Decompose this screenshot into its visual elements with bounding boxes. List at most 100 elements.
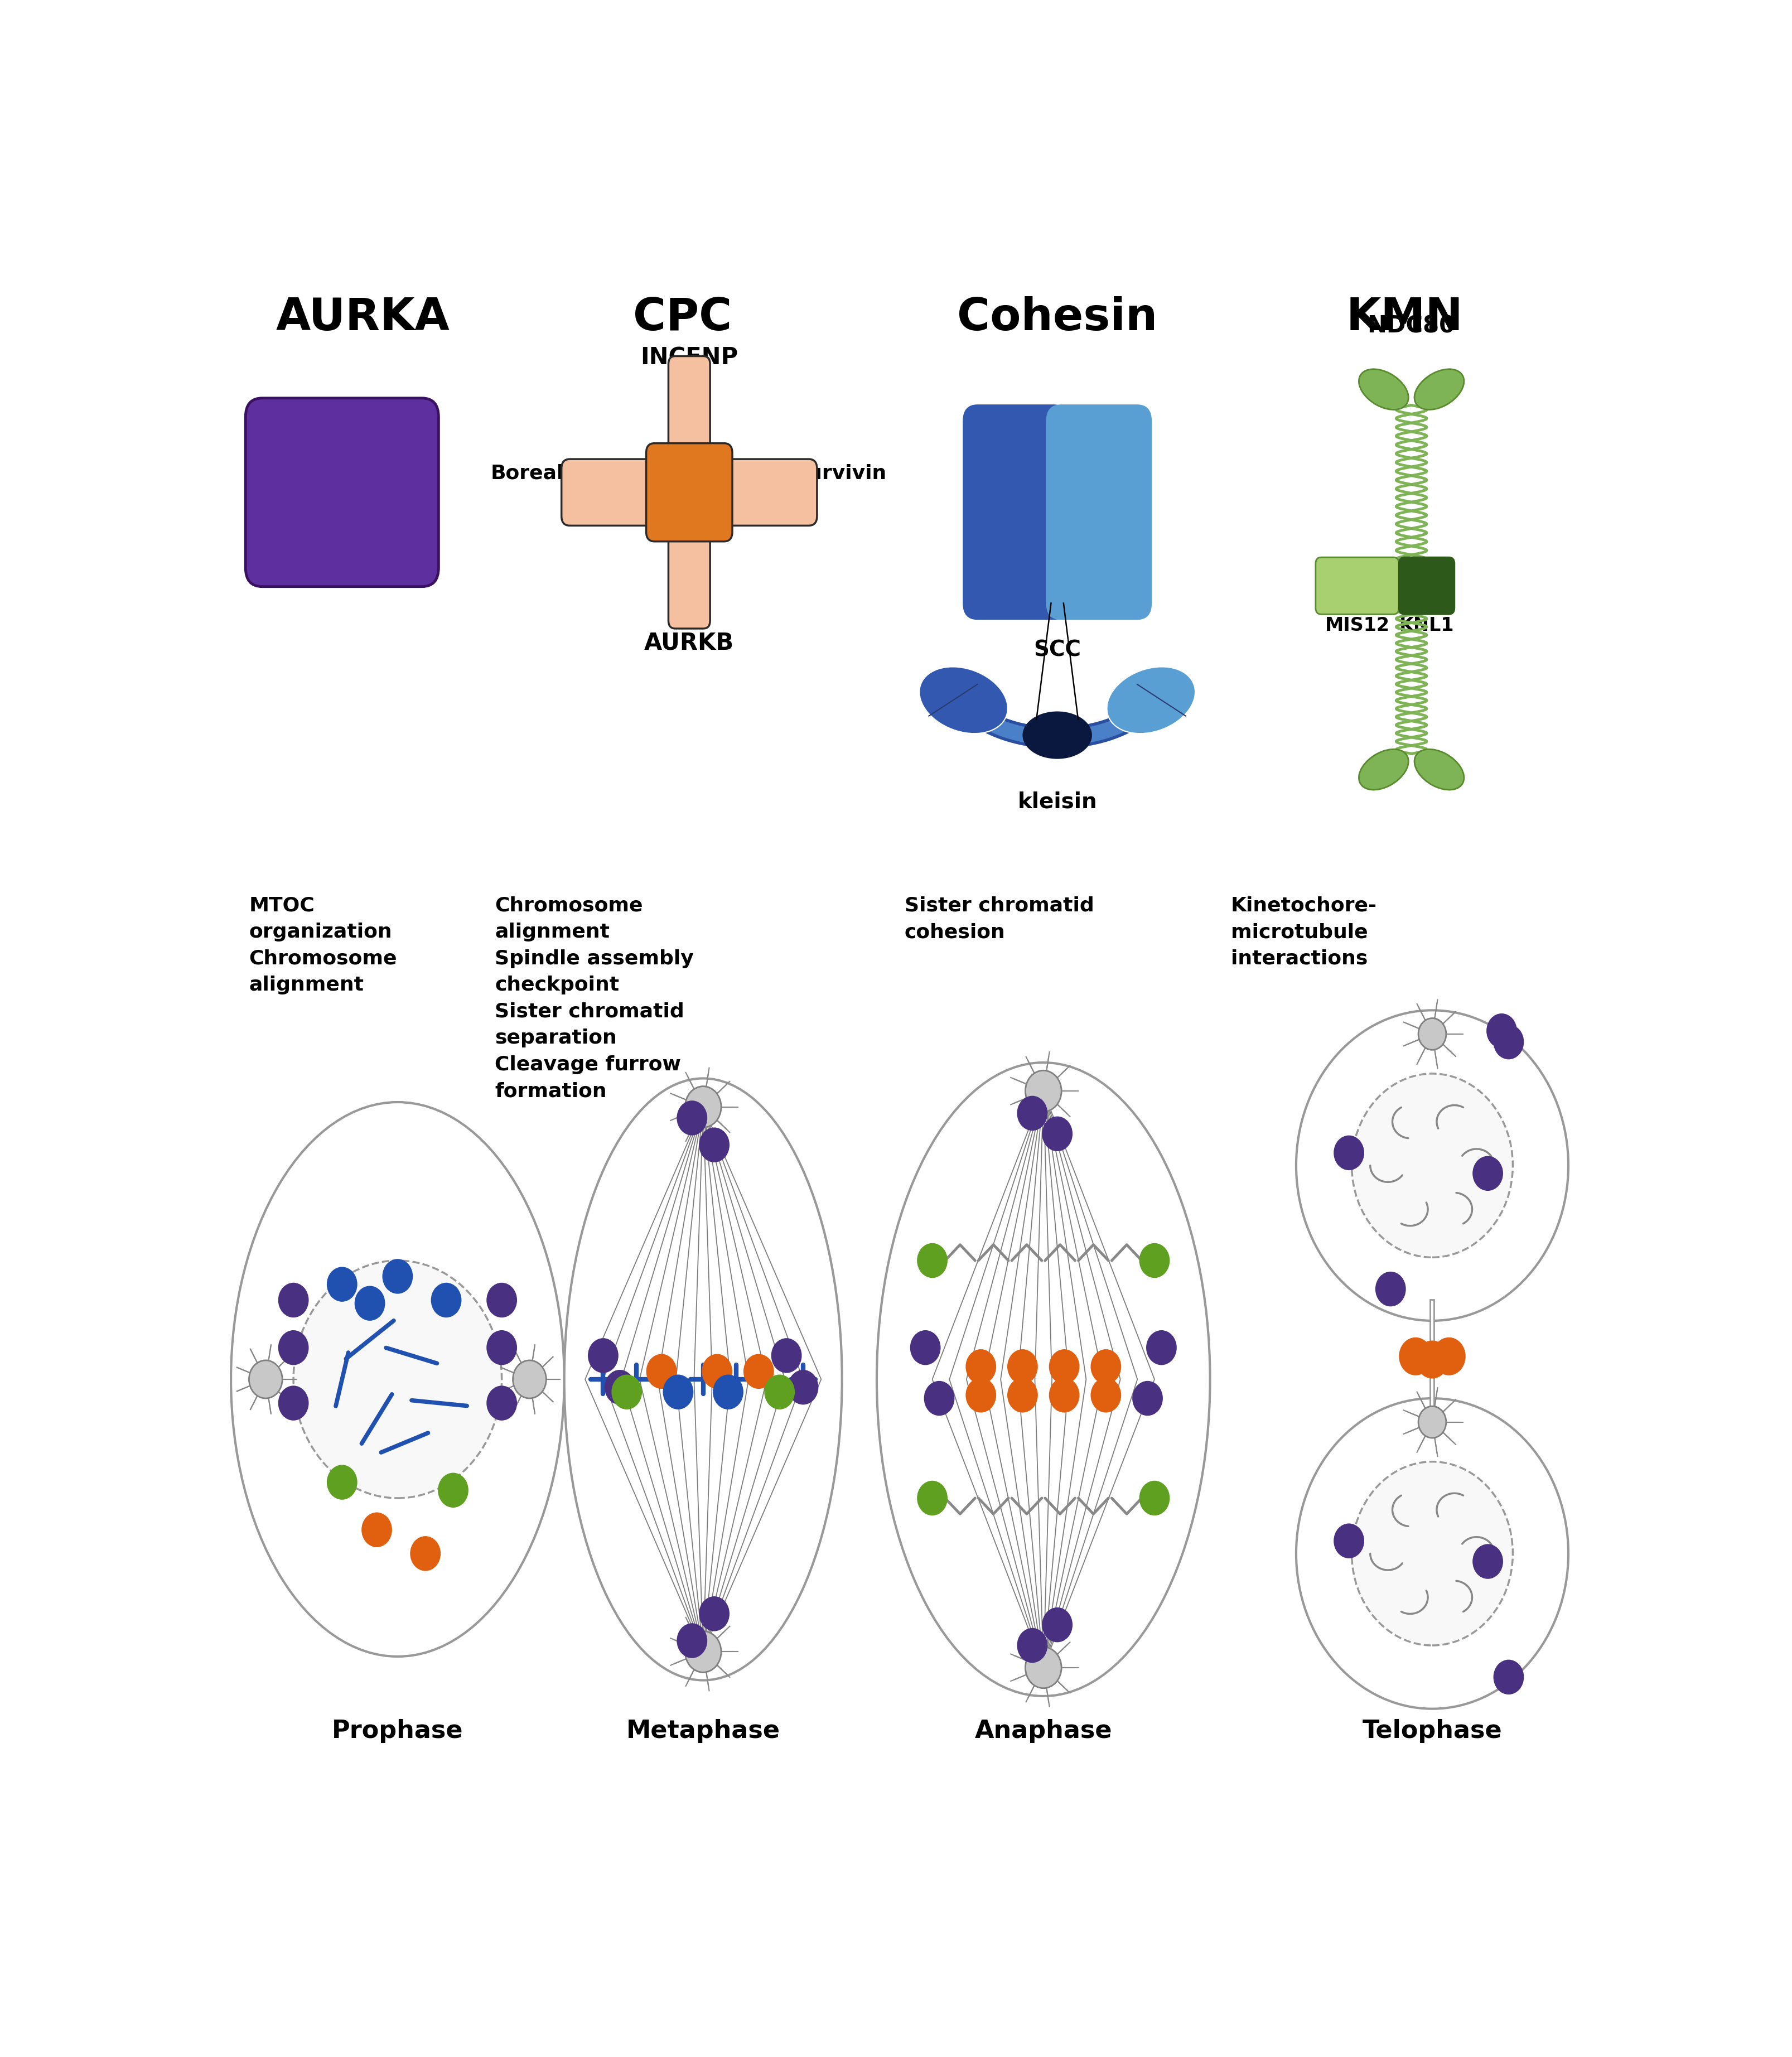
Circle shape	[1493, 1024, 1523, 1059]
Text: KNL1: KNL1	[1400, 617, 1453, 636]
Ellipse shape	[1107, 666, 1195, 734]
Circle shape	[513, 1360, 547, 1399]
Text: Borealin: Borealin	[491, 465, 584, 483]
Text: SMC1: SMC1	[1064, 502, 1133, 522]
Circle shape	[1374, 1271, 1407, 1306]
Circle shape	[362, 1512, 392, 1547]
Circle shape	[1419, 1018, 1446, 1049]
Text: Cohesin: Cohesin	[957, 296, 1158, 339]
Text: NDC80: NDC80	[1367, 315, 1455, 337]
Circle shape	[1351, 1463, 1512, 1646]
Circle shape	[1296, 1399, 1568, 1709]
Circle shape	[685, 1086, 720, 1127]
Circle shape	[1007, 1378, 1038, 1413]
Circle shape	[1493, 1660, 1523, 1695]
Ellipse shape	[231, 1103, 564, 1656]
Circle shape	[278, 1284, 308, 1319]
Text: Prophase: Prophase	[332, 1720, 464, 1742]
Circle shape	[1432, 1337, 1466, 1376]
Circle shape	[966, 1349, 996, 1384]
FancyBboxPatch shape	[1315, 557, 1400, 615]
Ellipse shape	[1414, 749, 1464, 790]
Circle shape	[326, 1267, 357, 1302]
Circle shape	[1018, 1627, 1048, 1662]
Circle shape	[1351, 1074, 1512, 1257]
Text: SCC: SCC	[1034, 640, 1081, 660]
FancyBboxPatch shape	[964, 405, 1068, 619]
Circle shape	[326, 1465, 357, 1500]
Circle shape	[1296, 1010, 1568, 1321]
Circle shape	[910, 1331, 941, 1366]
Circle shape	[925, 1380, 955, 1415]
Circle shape	[611, 1374, 642, 1409]
Circle shape	[486, 1284, 518, 1319]
Circle shape	[647, 1354, 677, 1388]
FancyBboxPatch shape	[246, 399, 439, 586]
Circle shape	[1018, 1096, 1048, 1131]
Circle shape	[663, 1374, 694, 1409]
Circle shape	[486, 1386, 518, 1421]
Circle shape	[966, 1378, 996, 1413]
Circle shape	[1091, 1349, 1122, 1384]
Ellipse shape	[1023, 712, 1091, 759]
Text: SMC3: SMC3	[982, 502, 1050, 522]
Text: AURKA: AURKA	[276, 296, 450, 339]
Circle shape	[1140, 1242, 1170, 1277]
Circle shape	[918, 1242, 948, 1277]
Circle shape	[1416, 1341, 1450, 1378]
Circle shape	[1486, 1014, 1518, 1049]
Circle shape	[1140, 1481, 1170, 1516]
Circle shape	[763, 1374, 796, 1409]
Text: CPC: CPC	[633, 296, 731, 339]
Circle shape	[1091, 1378, 1122, 1413]
Circle shape	[249, 1360, 283, 1399]
Circle shape	[1147, 1331, 1177, 1366]
Ellipse shape	[1358, 368, 1409, 409]
Circle shape	[278, 1386, 308, 1421]
Text: Sister chromatid
cohesion: Sister chromatid cohesion	[905, 897, 1093, 942]
Circle shape	[713, 1374, 744, 1409]
Circle shape	[918, 1481, 948, 1516]
FancyBboxPatch shape	[668, 518, 710, 629]
FancyBboxPatch shape	[710, 459, 817, 527]
Text: Metaphase: Metaphase	[625, 1720, 780, 1742]
Text: Anaphase: Anaphase	[975, 1720, 1113, 1742]
Text: KMN: KMN	[1346, 296, 1462, 339]
Ellipse shape	[919, 666, 1007, 734]
Ellipse shape	[876, 1063, 1210, 1697]
Circle shape	[744, 1354, 774, 1388]
Circle shape	[699, 1596, 729, 1631]
Circle shape	[430, 1284, 462, 1319]
Circle shape	[355, 1286, 385, 1321]
Circle shape	[677, 1100, 708, 1135]
FancyBboxPatch shape	[561, 459, 668, 527]
Text: kleisin: kleisin	[1018, 792, 1097, 813]
Circle shape	[1048, 1378, 1079, 1413]
Circle shape	[1400, 1337, 1432, 1376]
Text: Kinetochore-
microtubule
interactions: Kinetochore- microtubule interactions	[1231, 897, 1376, 969]
Circle shape	[1419, 1407, 1446, 1438]
Circle shape	[702, 1354, 733, 1388]
Circle shape	[1025, 1648, 1061, 1689]
Circle shape	[685, 1631, 720, 1672]
Circle shape	[788, 1370, 819, 1405]
Circle shape	[437, 1473, 468, 1508]
Text: Survivin: Survivin	[794, 465, 887, 483]
Circle shape	[1473, 1545, 1503, 1580]
Text: INCENP: INCENP	[640, 346, 738, 370]
Circle shape	[1048, 1349, 1079, 1384]
Circle shape	[699, 1127, 729, 1162]
Circle shape	[382, 1259, 412, 1294]
Circle shape	[278, 1331, 308, 1366]
Circle shape	[486, 1331, 518, 1366]
Circle shape	[1025, 1070, 1061, 1111]
Ellipse shape	[564, 1078, 842, 1681]
Circle shape	[1333, 1524, 1364, 1559]
Circle shape	[410, 1537, 441, 1572]
Circle shape	[677, 1623, 708, 1658]
Circle shape	[1007, 1349, 1038, 1384]
Text: MTOC
organization
Chromosome
alignment: MTOC organization Chromosome alignment	[249, 897, 398, 996]
Circle shape	[294, 1261, 502, 1497]
Text: Chromosome
alignment
Spindle assembly
checkpoint
Sister chromatid
separation
Cle: Chromosome alignment Spindle assembly ch…	[495, 897, 694, 1100]
Circle shape	[588, 1339, 618, 1372]
